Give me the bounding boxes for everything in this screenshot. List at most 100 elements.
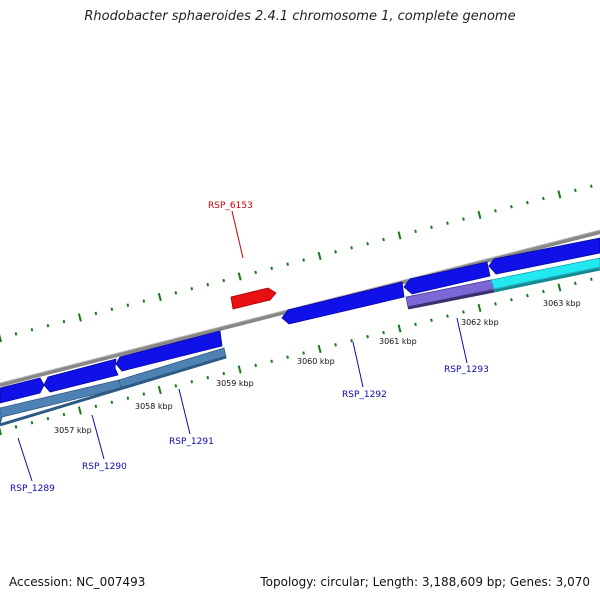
tick-mark	[174, 291, 178, 295]
tick-mark	[126, 396, 130, 400]
tick-mark	[46, 323, 50, 328]
tick-mark	[477, 303, 482, 313]
tick-mark	[190, 287, 194, 291]
gene-arrow-b[interactable]	[43, 358, 119, 393]
gene-label-rsp-1291[interactable]: RSP_1291	[169, 437, 214, 447]
tick-mark	[414, 229, 417, 234]
tick-mark	[526, 200, 529, 205]
tick-mark	[350, 339, 353, 343]
tick-mark	[110, 307, 114, 311]
gene-rsp-1289-shape[interactable]	[0, 379, 122, 426]
tick-mark	[317, 344, 322, 354]
tick-mark	[366, 241, 369, 246]
tick-mark	[590, 184, 593, 188]
leader-rsp-1293	[456, 317, 468, 364]
tick-labels: 3057 kbp 3058 kbp 3059 kbp 3060 kbp 3061…	[54, 299, 581, 435]
gene-label-rsp-1292[interactable]: RSP_1292	[342, 390, 387, 400]
tick-label: 3061 kbp	[379, 337, 417, 346]
tick-mark	[350, 246, 353, 250]
tick-mark	[430, 318, 433, 322]
tick-mark	[142, 392, 146, 396]
tick-mark	[30, 328, 34, 332]
tick-mark	[190, 380, 194, 384]
forward-strand-track	[0, 237, 600, 404]
inner-tick-ring	[0, 277, 593, 436]
tick-mark	[286, 262, 289, 266]
tick-mark	[414, 322, 417, 327]
tick-mark	[334, 343, 337, 347]
tick-mark	[574, 281, 577, 286]
tick-mark	[0, 333, 2, 343]
tick-label: 3060 kbp	[297, 357, 335, 366]
tick-label: 3063 kbp	[543, 299, 581, 308]
gene-arrow-c[interactable]	[115, 330, 223, 372]
tick-mark	[446, 221, 449, 225]
tick-mark	[237, 365, 242, 374]
tick-label: 3059 kbp	[216, 379, 254, 388]
gene-cyan-shape[interactable]	[490, 257, 600, 290]
tick-mark	[30, 421, 34, 425]
gene-leaders	[17, 210, 468, 482]
tick-mark	[590, 277, 593, 281]
gene-labels: RSP_1289 RSP_1290 RSP_1291 RSP_1292 RSP_…	[10, 201, 489, 494]
tick-mark	[334, 250, 337, 254]
leader-rsp-1291	[178, 388, 191, 435]
tick-mark	[494, 209, 497, 213]
tick-mark	[126, 303, 130, 307]
gene-label-rsp-1289[interactable]: RSP_1289	[10, 484, 55, 494]
tick-mark	[286, 355, 289, 359]
outer-tick-ring	[0, 184, 593, 343]
tick-label: 3057 kbp	[54, 426, 92, 435]
tick-mark	[254, 363, 258, 368]
tick-mark	[270, 359, 274, 363]
tick-mark	[526, 293, 529, 298]
tick-mark	[302, 258, 305, 262]
purple-gene-shadow	[407, 289, 495, 310]
tick-mark	[446, 314, 449, 318]
tick-mark	[574, 188, 577, 193]
tick-mark	[222, 278, 226, 283]
tick-mark	[542, 289, 545, 294]
gene-label-rsp-1290[interactable]: RSP_1290	[82, 462, 127, 472]
tick-mark	[382, 237, 385, 242]
accession-label: Accession: NC_007493	[9, 575, 146, 589]
tick-mark	[477, 210, 482, 220]
tick-mark	[510, 298, 513, 302]
tick-mark	[157, 385, 162, 395]
tick-mark	[366, 334, 369, 339]
gene-label-rsp-6153[interactable]: RSP_6153	[208, 201, 253, 211]
tick-mark	[206, 282, 210, 287]
tick-mark	[462, 310, 465, 314]
tick-mark	[317, 251, 322, 261]
tick-mark	[110, 400, 114, 404]
tick-mark	[430, 225, 433, 229]
tick-mark	[222, 371, 226, 376]
tick-mark	[0, 426, 2, 436]
reverse-track-shadow	[0, 355, 227, 427]
gene-arrow-f[interactable]	[488, 237, 600, 275]
gene-rsp-6153-arrow[interactable]	[230, 287, 277, 310]
tick-mark	[142, 299, 146, 303]
tick-mark	[94, 404, 98, 409]
gene-rsp-1290-arrow[interactable]	[0, 377, 45, 404]
tick-mark	[157, 292, 162, 302]
gene-label-rsp-1293[interactable]: RSP_1293	[444, 365, 489, 375]
tick-mark	[254, 270, 258, 275]
leader-rsp-1289	[17, 437, 33, 482]
tick-mark	[382, 330, 385, 335]
tick-label: 3058 kbp	[135, 402, 173, 411]
tick-mark	[302, 351, 305, 355]
tick-mark	[542, 196, 545, 201]
tick-mark	[237, 272, 242, 281]
tick-mark	[462, 217, 465, 221]
map-title: Rhodobacter sphaeroides 2.4.1 chromosome…	[84, 9, 516, 24]
tick-mark	[494, 302, 497, 306]
gene-rsp-1292-arrow[interactable]	[281, 281, 405, 325]
tick-mark	[14, 425, 18, 429]
gene-arrow-e[interactable]	[403, 261, 491, 295]
tick-mark	[77, 406, 82, 415]
tick-mark	[46, 416, 50, 421]
tick-mark	[206, 375, 210, 380]
tick-mark	[270, 266, 274, 270]
